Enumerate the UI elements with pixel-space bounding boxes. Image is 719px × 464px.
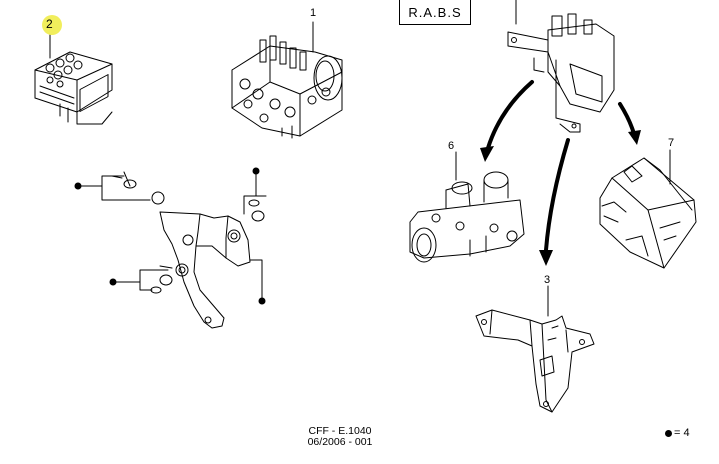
hydraulic-unit-drawing	[231, 21, 343, 139]
modulator-valve-drawing	[409, 151, 525, 263]
rabs-assembly-drawing	[507, 0, 615, 133]
callout-part-2[interactable]: 2	[46, 17, 53, 31]
bullet-marker	[109, 278, 117, 286]
reference-date: 06/2006 - 001	[307, 436, 373, 448]
rabs-support-bracket-drawing	[475, 285, 595, 413]
quantity-legend: = 4	[665, 427, 690, 439]
diagram-reference: CFF - E.1040 06/2006 - 001	[298, 426, 382, 448]
electronic-control-box-drawing	[599, 149, 697, 269]
bullet-marker	[74, 182, 82, 190]
abs-control-module-drawing	[34, 31, 113, 125]
rabs-title-box: R.A.B.S	[399, 0, 471, 25]
callout-part-3[interactable]: 3	[544, 274, 551, 286]
quantity-bullets	[74, 167, 266, 305]
callout-part-6[interactable]: 6	[448, 140, 455, 152]
arrow-heads	[480, 130, 641, 266]
callout-part-1[interactable]: 1	[310, 7, 317, 19]
legend-text: = 4	[674, 427, 690, 439]
exploded-view-arrows	[486, 80, 636, 252]
callout-part-7[interactable]: 7	[668, 137, 675, 149]
rabs-title: R.A.B.S	[408, 4, 462, 20]
bullet-marker	[252, 167, 260, 175]
mounting-bracket-drawing	[79, 171, 267, 329]
bullet-marker	[258, 297, 266, 305]
bullet-dot-icon	[665, 429, 672, 437]
highlight-marker	[42, 15, 62, 35]
reference-code: CFF - E.1040	[308, 425, 372, 437]
